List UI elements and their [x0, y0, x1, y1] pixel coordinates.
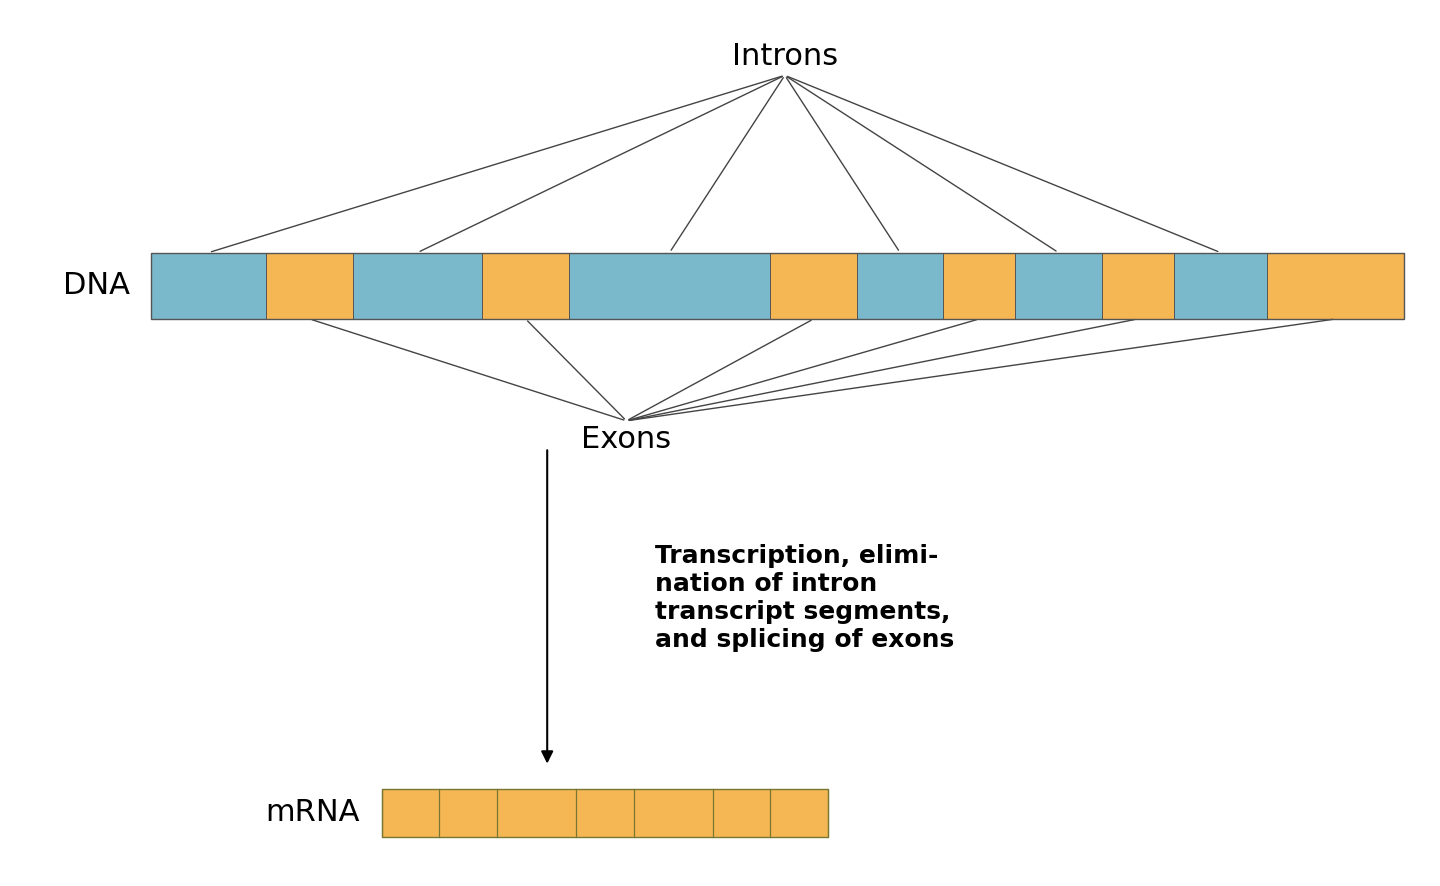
Text: Exons: Exons [582, 425, 671, 455]
Bar [1102, 253, 1174, 319]
Bar [151, 253, 266, 319]
Bar [151, 253, 1404, 319]
Text: Introns: Introns [732, 42, 838, 71]
Text: DNA: DNA [62, 271, 130, 300]
Text: mRNA: mRNA [265, 798, 360, 828]
Bar [1267, 253, 1404, 319]
Bar [1174, 253, 1267, 319]
Bar [943, 253, 1015, 319]
Text: Transcription, elimi-
nation of intron
transcript segments,
and splicing of exon: Transcription, elimi- nation of intron t… [655, 544, 955, 652]
Bar [382, 789, 828, 837]
Bar [353, 253, 482, 319]
Bar [266, 253, 353, 319]
Bar [1015, 253, 1102, 319]
Bar [482, 253, 569, 319]
Bar [770, 253, 857, 319]
Bar [857, 253, 943, 319]
Bar [569, 253, 770, 319]
